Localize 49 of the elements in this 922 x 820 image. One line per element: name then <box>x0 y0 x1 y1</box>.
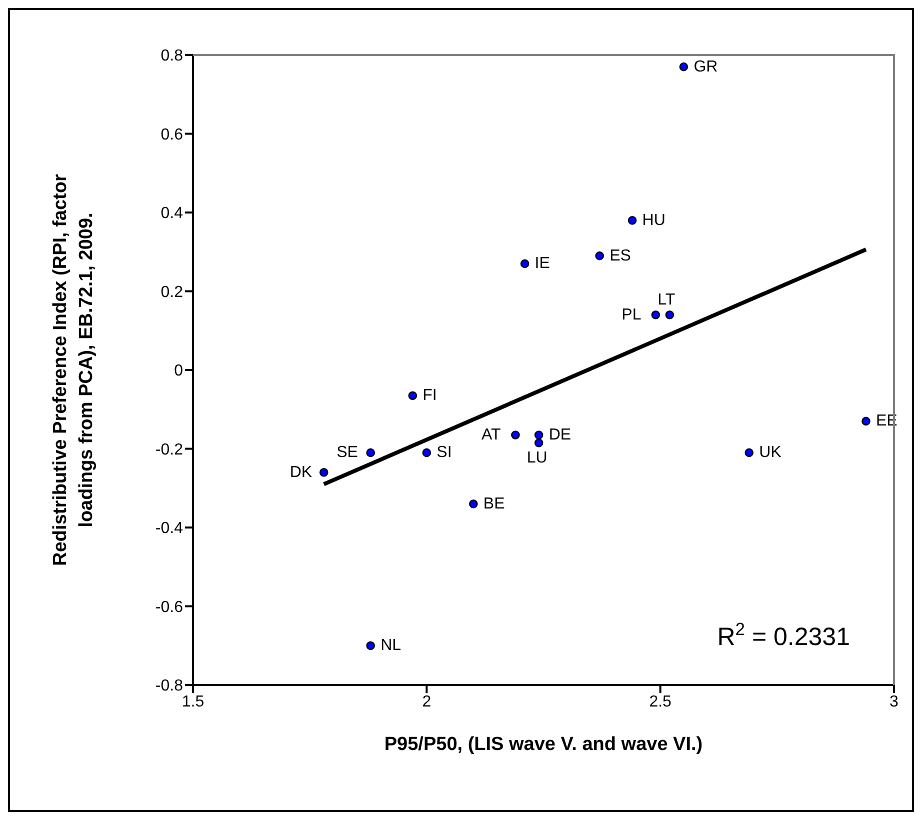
point <box>862 416 870 426</box>
y-tick-label: 0.8 <box>160 48 184 65</box>
x-tick-label: 3 <box>890 693 899 710</box>
point <box>651 310 660 320</box>
y-tick-label: 0 <box>174 362 184 380</box>
series-label: AT <box>481 426 501 444</box>
x-axis-title: P95/P50, (LIS wave V. and wave VI.) <box>384 734 703 755</box>
series-label: LU <box>526 449 548 466</box>
y-tick-label: -0.8 <box>155 678 184 695</box>
point <box>422 448 432 458</box>
x-tick-label: 1.5 <box>182 693 204 710</box>
point <box>520 259 530 268</box>
series-label: LT <box>658 291 676 308</box>
series-label: GR <box>694 58 718 76</box>
series-label: ES <box>610 247 631 264</box>
y-tick-label: -0.4 <box>155 520 184 538</box>
series-label: NL <box>380 637 402 654</box>
annotation: R$^{2}$ = 0.2331 <box>717 619 850 651</box>
series-label: UK <box>759 444 782 462</box>
series-label: BE <box>483 495 505 512</box>
series-label: PL <box>622 306 642 324</box>
point <box>408 391 418 400</box>
series-label: DE <box>548 426 572 444</box>
point <box>511 430 520 440</box>
point <box>628 216 637 225</box>
point <box>469 499 478 508</box>
point <box>744 448 754 458</box>
y-tick-label: -0.2 <box>155 441 184 458</box>
series-label: IE <box>534 255 550 272</box>
series-label: SI <box>436 444 452 462</box>
point <box>534 430 544 440</box>
point <box>366 448 375 458</box>
series-label: HU <box>642 212 666 229</box>
point <box>534 438 544 448</box>
y-tick-label: 0.2 <box>160 284 184 301</box>
y-tick-label: 0.4 <box>160 205 184 222</box>
point <box>366 641 375 650</box>
point <box>319 468 328 477</box>
y-tick-label: 0.6 <box>160 126 184 144</box>
y-tick-label: -0.6 <box>155 598 184 616</box>
y-axis-title: Redistributive Preference Index (RPI, factor loadings from PCA), EB.72.1, 2009. <box>50 174 97 566</box>
x-tick-label: 2 <box>422 693 432 710</box>
series-label: FI <box>422 387 437 404</box>
point <box>595 251 604 260</box>
x-tick-label: 2.5 <box>649 693 672 710</box>
series-label: DK <box>290 464 312 481</box>
point <box>679 62 688 72</box>
series-label: SE <box>336 444 358 462</box>
point <box>665 310 674 320</box>
